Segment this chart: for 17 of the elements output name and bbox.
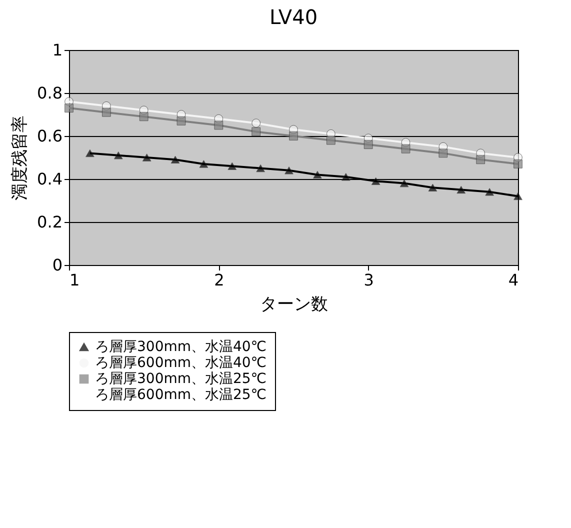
y-tick-label: 0.8 bbox=[37, 84, 62, 102]
y-tick-label: 1 bbox=[52, 40, 62, 60]
legend-label: ろ層厚600mm、水温40℃ bbox=[95, 355, 267, 371]
x-tick-label: 1 bbox=[70, 270, 80, 290]
text: ろ層厚600mm、水温25℃ bbox=[95, 387, 267, 403]
x-tick-label: 3 bbox=[364, 270, 374, 290]
x-tick-label: 2 bbox=[214, 270, 224, 290]
legend-label: ろ層厚300mm、水温40℃ bbox=[95, 339, 267, 355]
y-tick-label: 0 bbox=[52, 256, 62, 274]
chart-title: LV40 bbox=[269, 5, 318, 29]
y-axis-title: 濁度残留率 bbox=[10, 116, 30, 200]
y-tick-label: 0.2 bbox=[37, 212, 62, 232]
x-tick-label: 4 bbox=[508, 270, 518, 290]
y-tick-label: 0.6 bbox=[37, 126, 62, 146]
x-axis-title: ターン数 bbox=[260, 294, 328, 314]
legend-label: ろ層厚300mm、水温25℃ bbox=[95, 371, 267, 387]
y-tick-label: 0.4 bbox=[37, 170, 62, 188]
